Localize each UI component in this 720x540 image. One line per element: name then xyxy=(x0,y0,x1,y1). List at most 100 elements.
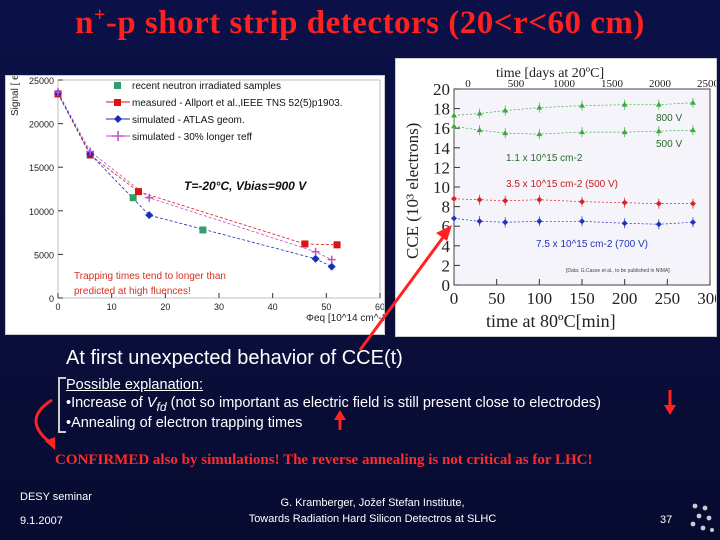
x-tick-label: 150 xyxy=(569,289,595,308)
data-point xyxy=(451,195,457,202)
data-point xyxy=(333,241,341,249)
y-tick-label: 10000 xyxy=(29,207,54,217)
pointer-arrow-head xyxy=(436,225,452,241)
y-tick-label: 15000 xyxy=(29,163,54,173)
legend-marker xyxy=(114,82,121,89)
data-point xyxy=(536,104,543,110)
footer-author: G. Kramberger, Jožef Stefan Institute, T… xyxy=(248,497,497,525)
y-tick-label: 25000 xyxy=(29,76,54,86)
x-tick-label: 60 xyxy=(375,302,384,312)
data-point xyxy=(502,219,509,226)
x-tick-label: 200 xyxy=(612,289,638,308)
series-line xyxy=(57,92,332,267)
data-point xyxy=(476,218,483,225)
data-point xyxy=(655,200,662,207)
data-point xyxy=(199,226,207,234)
data-point xyxy=(536,131,543,137)
data-point xyxy=(451,112,457,118)
series-label: 800 V xyxy=(656,113,682,124)
data-point xyxy=(689,99,696,105)
explanation-bracket xyxy=(58,377,66,433)
curved-arrow xyxy=(34,398,53,446)
data-point xyxy=(301,240,309,248)
top-tick-label: 1500 xyxy=(601,78,624,90)
y-tick-label: 5000 xyxy=(34,250,54,260)
signal-vs-fluence-plot: 0 5000 10000 15000 20000 25000 0 10 20 30 40 50 60 … xyxy=(5,69,390,335)
data-point xyxy=(655,101,662,107)
trapping-note-line1: Trapping times tend to longer than xyxy=(74,271,226,282)
data-point xyxy=(579,218,585,225)
data-point xyxy=(621,220,628,227)
top-tick-label: 500 xyxy=(508,78,525,90)
y-tick-label: 12 xyxy=(433,158,450,177)
bullet-vfd-increase: •Increase of Vfd (not so important as el… xyxy=(66,395,601,414)
data-point xyxy=(145,211,154,220)
x-axis-label: Φeq [10^14 cm^-2] xyxy=(306,313,384,324)
data-point xyxy=(536,218,543,225)
data-point xyxy=(327,262,336,271)
data-point xyxy=(311,254,320,263)
y-tick-label: 10 xyxy=(433,178,450,197)
x-tick-label: 50 xyxy=(321,302,331,312)
legend-entry: simulated - ATLAS geom. xyxy=(132,115,245,126)
legend-entry: recent neutron irradiated samples xyxy=(132,81,281,92)
cce-y-axis-label: CCE (10³ electrons) xyxy=(403,123,422,259)
x-tick-label: 100 xyxy=(527,289,553,308)
unexpected-behavior-heading: At first unexpected behavior of CCE(t) xyxy=(66,347,403,369)
y-tick-label: 20000 xyxy=(29,120,54,130)
y-tick-label: 18 xyxy=(433,100,450,119)
series-line xyxy=(57,93,338,246)
data-point xyxy=(579,129,585,135)
x-tick-label: 50 xyxy=(488,289,505,308)
x-tick-label: 300 xyxy=(697,289,716,308)
y-tick-label: 0 xyxy=(442,276,451,295)
footer-event: DESY seminar xyxy=(20,491,92,503)
y-tick-label: 2 xyxy=(442,256,451,275)
series-label: 3.5 x 10^15 cm-2 (500 V) xyxy=(506,179,618,190)
page-number: 37 xyxy=(660,514,673,526)
possible-explanation-label: Possible explanation: xyxy=(66,377,204,393)
x-tick-label: 250 xyxy=(655,289,681,308)
y-tick-label: 8 xyxy=(442,198,451,217)
y-tick-label: 16 xyxy=(433,119,450,138)
y-tick-label: 0 xyxy=(49,294,54,304)
data-point xyxy=(502,197,509,204)
data-point xyxy=(476,196,483,203)
data-point xyxy=(579,198,585,205)
x-tick-label: 0 xyxy=(450,289,459,308)
x-tick-label: 20 xyxy=(160,302,170,312)
temperature-bias-annotation: T=-20°C, Vbias=900 V xyxy=(184,179,307,193)
data-point xyxy=(689,200,696,207)
data-point xyxy=(621,199,628,206)
data-point xyxy=(451,123,457,129)
top-tick-label: 0 xyxy=(465,78,471,90)
data-point xyxy=(655,128,662,134)
y-tick-label: 4 xyxy=(442,237,451,256)
top-tick-label: 1000 xyxy=(553,78,576,90)
y-tick-label: 14 xyxy=(433,139,451,158)
x-tick-label: 0 xyxy=(55,302,60,312)
cce-vs-time-plot: time [days at 20ºC] 0 2 4 6 8 10 12 14 16 18 20 0 50… xyxy=(395,58,720,337)
data-point xyxy=(502,107,509,113)
x-tick-label: 30 xyxy=(214,302,224,312)
data-point xyxy=(689,127,696,133)
y-tick-label: 20 xyxy=(433,80,450,99)
y-axis-label: Signal [ e ] xyxy=(10,76,21,116)
data-point xyxy=(476,127,483,133)
data-point xyxy=(135,188,142,196)
slide-title: n+-p short strip detectors (20<r<60 cm) xyxy=(75,4,645,41)
top-axis-label: time [days at 20ºC] xyxy=(496,66,604,81)
y-tick-label: 6 xyxy=(442,217,451,236)
series-line xyxy=(453,102,693,116)
data-point xyxy=(621,101,628,107)
x-tick-label: 40 xyxy=(268,302,278,312)
series-label: 7.5 x 10^15 cm-2 (700 V) xyxy=(536,239,648,250)
data-point xyxy=(655,221,662,228)
series-label: 500 V xyxy=(656,139,682,150)
series-line xyxy=(453,198,693,205)
pointer-arrow-line xyxy=(358,231,449,351)
